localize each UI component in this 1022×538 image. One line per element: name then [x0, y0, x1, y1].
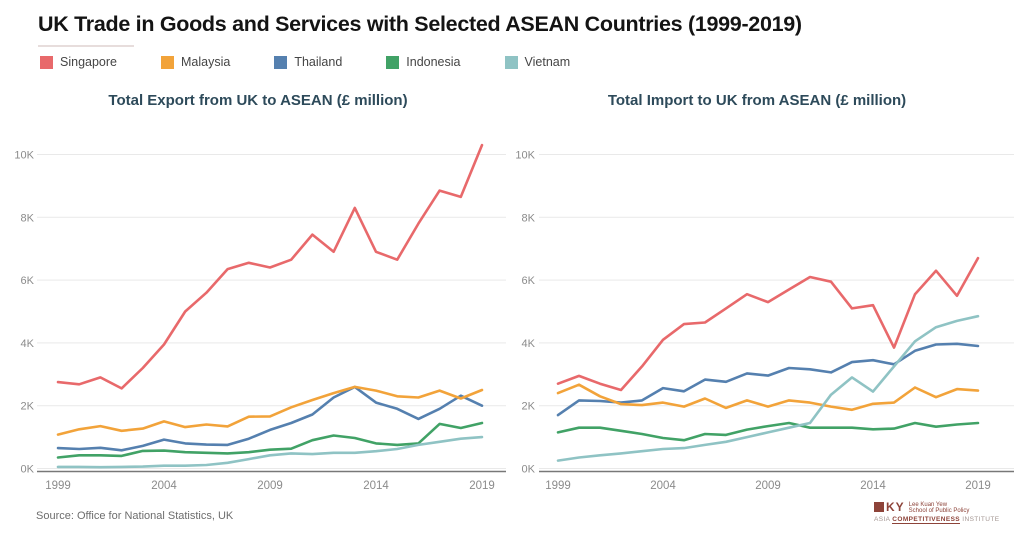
export-chart-title: Total Export from UK to ASEAN (£ million…: [0, 92, 516, 109]
legend-item-indonesia[interactable]: Indonesia: [386, 55, 460, 69]
x-tick-label: 2014: [363, 480, 389, 492]
aci-competitiveness: COMPETITIVENESS: [892, 516, 960, 524]
y-tick-label: 6K: [522, 275, 536, 287]
legend-item-thailand[interactable]: Thailand: [274, 55, 342, 69]
export-line-singapore: [58, 145, 482, 388]
dashboard: UK Trade in Goods and Services with Sele…: [0, 0, 1022, 538]
y-tick-label: 8K: [522, 212, 536, 224]
x-tick-label: 2009: [257, 480, 283, 492]
y-tick-label: 10K: [14, 150, 34, 162]
lky-school-text: Lee Kuan Yew School of Public Policy: [909, 502, 970, 514]
y-tick-label: 4K: [522, 338, 536, 350]
import-line-singapore: [558, 258, 978, 390]
legend-swatch-singapore: [40, 56, 53, 69]
y-tick-label: 10K: [515, 150, 535, 162]
legend-label: Malaysia: [181, 55, 230, 69]
x-tick-label: 2014: [860, 480, 886, 492]
legend-item-vietnam[interactable]: Vietnam: [505, 55, 571, 69]
y-tick-label: 0K: [522, 464, 536, 476]
legend-swatch-indonesia: [386, 56, 399, 69]
aci-text: ASIA COMPETITIVENESS INSTITUTE: [874, 516, 1006, 523]
legend-label: Singapore: [60, 55, 117, 69]
lky-logo-square: [874, 502, 884, 512]
x-tick-label: 1999: [545, 480, 571, 492]
legend-label: Thailand: [294, 55, 342, 69]
y-tick-label: 4K: [21, 338, 35, 350]
y-tick-label: 2K: [522, 401, 536, 413]
page-title: UK Trade in Goods and Services with Sele…: [38, 12, 802, 37]
legend-item-singapore[interactable]: Singapore: [40, 55, 117, 69]
export-line-indonesia: [58, 423, 482, 458]
legend-swatch-vietnam: [505, 56, 518, 69]
x-tick-label: 2019: [965, 480, 991, 492]
lky-logo-mark-row: KY Lee Kuan Yew School of Public Policy: [874, 502, 1006, 514]
y-tick-label: 8K: [21, 212, 35, 224]
legend: Singapore Malaysia Thailand Indonesia Vietna…: [40, 55, 614, 69]
export-line-malaysia: [58, 387, 482, 435]
legend-item-malaysia[interactable]: Malaysia: [161, 55, 230, 69]
x-tick-label: 2004: [151, 480, 177, 492]
y-tick-label: 2K: [21, 401, 35, 413]
aci-institute: INSTITUTE: [962, 516, 999, 523]
y-tick-label: 0K: [21, 464, 35, 476]
x-tick-label: 2019: [469, 480, 495, 492]
import-chart-title: Total Import to UK from ASEAN (£ million…: [511, 92, 1003, 109]
legend-swatch-thailand: [274, 56, 287, 69]
lky-school-line2: School of Public Policy: [909, 508, 970, 514]
source-note: Source: Office for National Statistics, …: [36, 510, 233, 522]
y-tick-label: 6K: [21, 275, 35, 287]
x-tick-label: 2009: [755, 480, 781, 492]
x-tick-label: 1999: [45, 480, 71, 492]
x-tick-label: 2004: [650, 480, 676, 492]
legend-label: Indonesia: [406, 55, 460, 69]
export-line-vietnam: [58, 437, 482, 467]
import-line-chart: 0K 2K 4K 6K 8K 10K 1999 2004 2009 2014 2019: [511, 110, 1022, 510]
export-line-chart: 0K 2K 4K 6K 8K 10K 1999 2004 2009 2014 2019: [0, 110, 511, 510]
legend-swatch-malaysia: [161, 56, 174, 69]
title-underline: [38, 45, 134, 47]
legend-label: Vietnam: [525, 55, 571, 69]
aci-asia: ASIA: [874, 516, 890, 523]
lky-logo: KY Lee Kuan Yew School of Public Policy …: [874, 502, 1006, 523]
lky-logo-letters: KY: [886, 502, 905, 512]
